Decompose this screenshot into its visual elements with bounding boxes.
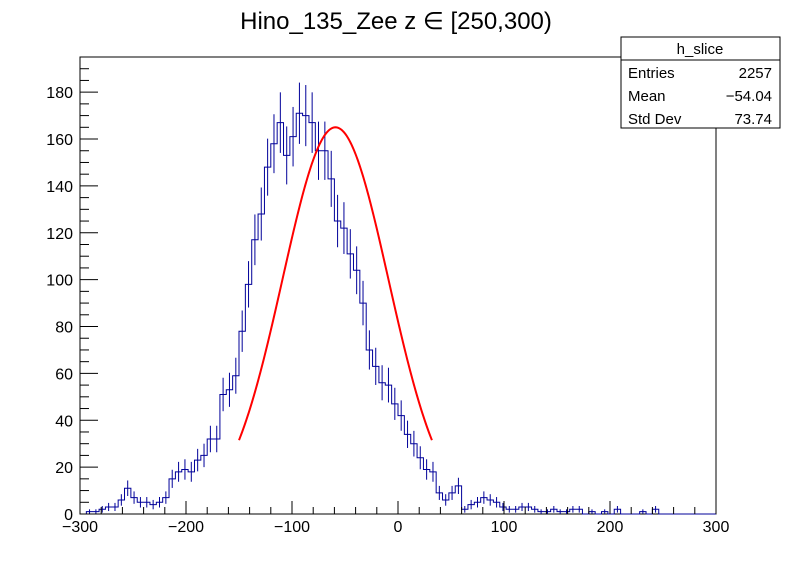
- y-tick-label: 140: [46, 179, 73, 196]
- stats-stddev-label: Std Dev: [628, 111, 682, 128]
- y-tick-label: 20: [55, 460, 73, 477]
- stats-mean-label: Mean: [628, 88, 666, 105]
- stats-box-title: h_slice: [677, 41, 724, 58]
- y-tick-label: 40: [55, 413, 73, 430]
- stats-box: h_slice Entries 2257 Mean −54.04 Std Dev…: [620, 36, 781, 129]
- stats-box-frame: [620, 36, 781, 129]
- y-tick-label: 60: [55, 366, 73, 383]
- x-tick-label: 100: [491, 519, 518, 536]
- y-tick-label: 80: [55, 320, 73, 337]
- stats-mean-value: −54.04: [726, 88, 772, 105]
- stats-entries-value: 2257: [739, 65, 772, 82]
- chart-title: Hino_135_Zee z ∈ [250,300): [240, 8, 552, 35]
- x-tick-label: 300: [703, 519, 730, 536]
- x-tick-label: −200: [168, 519, 204, 536]
- stats-stddev-value: 73.74: [734, 111, 772, 128]
- x-tick-label: −100: [274, 519, 310, 536]
- fit-curve: [238, 126, 433, 441]
- x-tick-label: 200: [597, 519, 624, 536]
- y-tick-label: 160: [46, 132, 73, 149]
- y-tick-label: 0: [64, 507, 73, 524]
- stats-entries-label: Entries: [628, 65, 675, 82]
- x-tick-label: −300: [62, 519, 98, 536]
- y-tick-label: 180: [46, 85, 73, 102]
- y-tick-label: 120: [46, 226, 73, 243]
- y-tick-label: 100: [46, 273, 73, 290]
- histogram-steps: [80, 112, 716, 515]
- x-tick-label: 0: [394, 519, 403, 536]
